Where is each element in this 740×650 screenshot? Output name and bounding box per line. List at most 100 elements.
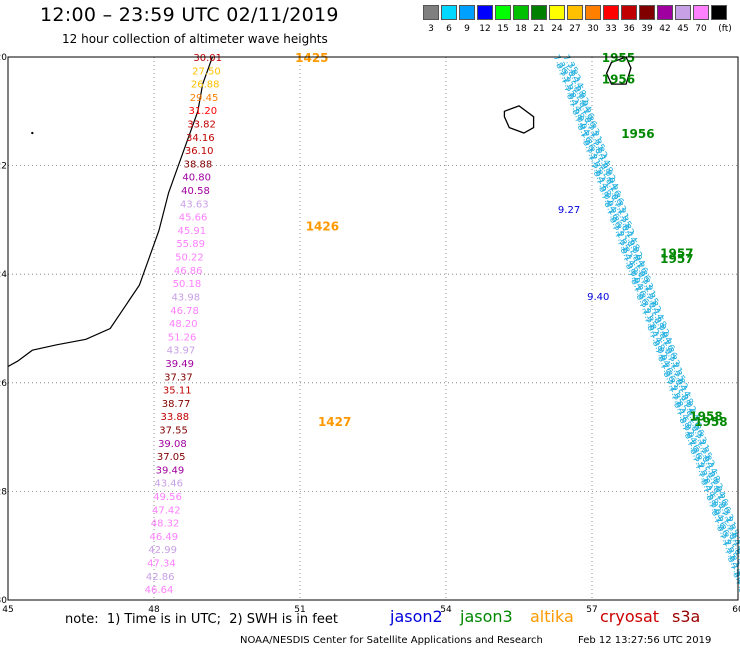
jason3-time-label: 1958 <box>689 409 722 423</box>
altika-swh-value: 43.97 <box>167 346 196 357</box>
altika-swh-value: 39.49 <box>165 359 194 370</box>
satellite-label-altika: altika <box>530 607 574 626</box>
altika-swh-value: 40.80 <box>182 173 211 184</box>
coastline <box>7 56 632 368</box>
altika-swh-value: 46.86 <box>174 266 203 277</box>
legend-label: 12 <box>479 24 491 34</box>
y-tick-label: -24 <box>0 270 7 280</box>
jason3-swh-value: 8.02 <box>730 570 740 592</box>
jason3-highlight-value: 9.27 <box>558 205 580 216</box>
altika-swh-value: 39.49 <box>156 465 185 476</box>
jason3-time-label: 1956 <box>602 73 635 87</box>
altika-time-label: 1426 <box>306 219 339 233</box>
altika-swh-value: 35.11 <box>163 386 192 397</box>
y-tick-label: -26 <box>0 379 7 389</box>
y-tick-label: -30 <box>0 596 7 606</box>
altika-swh-value: 40.58 <box>181 186 210 197</box>
altika-swh-value: 48.20 <box>169 319 198 330</box>
legend-swatch <box>711 5 727 20</box>
footer-note: note: 1) Time is in UTC; 2) SWH is in fe… <box>65 612 338 627</box>
altika-swh-value: 50.18 <box>173 279 202 290</box>
legend-swatch <box>477 5 493 20</box>
altika-swh-value: 29.45 <box>190 93 219 104</box>
altika-swh-value: 39.08 <box>158 439 187 450</box>
legend-label: 15 <box>497 24 509 34</box>
x-tick-label: 48 <box>148 605 160 615</box>
legend-swatch <box>585 5 601 20</box>
jason3-time-label: 1957 <box>660 246 693 260</box>
page-subtitle: 12 hour collection of altimeter wave hei… <box>62 32 328 46</box>
legend-label: 24 <box>551 24 563 34</box>
legend-swatch <box>639 5 655 20</box>
legend-swatch <box>531 5 547 20</box>
legend-swatch <box>459 5 475 20</box>
jason3-swh-value: 8.02 <box>732 547 740 569</box>
legend-label: 45 <box>677 24 689 34</box>
altika-swh-value: 55.89 <box>176 239 205 250</box>
legend-label: 33 <box>605 24 617 34</box>
altika-swh-value: 49.56 <box>153 492 182 503</box>
jason3-swh-value: 7.58 <box>729 539 740 562</box>
altika-swh-value: 46.78 <box>170 306 199 317</box>
altika-swh-value: 45.66 <box>179 213 208 224</box>
y-tick-label: -22 <box>0 162 7 172</box>
altika-swh-value: 37.37 <box>164 372 193 383</box>
altika-swh-value: 48.32 <box>151 519 180 530</box>
satellite-label-jason3: jason3 <box>460 607 513 626</box>
altika-swh-value: 37.05 <box>157 452 186 463</box>
altika-swh-value: 33.82 <box>187 120 216 131</box>
altika-swh-value: 27.50 <box>192 66 221 77</box>
legend-label: 39 <box>641 24 653 34</box>
satellite-label-jason2: jason2 <box>390 607 443 626</box>
legend-label: 70 <box>695 24 707 34</box>
altika-swh-value: 45.91 <box>178 226 207 237</box>
altika-swh-value: 43.46 <box>154 479 183 490</box>
altika-swh-value: 42.99 <box>148 545 177 556</box>
altika-swh-value: 50.22 <box>175 253 204 264</box>
legend-label: 3 <box>428 24 434 34</box>
legend-swatch <box>657 5 673 20</box>
reunion-island <box>503 105 535 134</box>
altika-swh-value: 47.34 <box>147 559 176 570</box>
legend-label: 9 <box>464 24 470 34</box>
altika-swh-value: 42.86 <box>146 572 175 583</box>
jason3-time-label: 1957 <box>660 252 693 266</box>
altika-swh-value: 30.01 <box>193 53 222 64</box>
legend-swatch <box>693 5 709 20</box>
legend-swatch <box>675 5 691 20</box>
altika-swh-value: 38.77 <box>162 399 191 410</box>
altika-swh-value: 43.98 <box>171 292 200 303</box>
satellite-label-s3a: s3a <box>672 607 701 626</box>
altika-swh-value: 37.55 <box>159 425 188 436</box>
timestamp: Feb 12 13:27:56 UTC 2019 <box>578 635 712 646</box>
credit-line: NOAA/NESDIS Center for Satellite Applica… <box>240 635 543 646</box>
altika-swh-value: 47.42 <box>152 505 181 516</box>
altika-swh-value: 51.26 <box>168 332 197 343</box>
altika-swh-value: 26.88 <box>191 80 220 91</box>
x-tick-label: 57 <box>586 605 597 615</box>
y-tick-label: -28 <box>0 487 7 497</box>
legend-label: 36 <box>623 24 635 34</box>
legend-swatch <box>549 5 565 20</box>
altika-swh-value: 46.49 <box>150 532 179 543</box>
track-labels: 30.01 27.50 26.88 29.45 31.20 33.82 34.16 36.10… <box>145 51 728 596</box>
x-tick-label: 60 <box>732 605 740 615</box>
altika-swh-value: 38.88 <box>184 159 213 170</box>
altika-time-label: 1427 <box>318 415 351 429</box>
legend-label: 6 <box>446 24 452 34</box>
jason3-time-label: 1955 <box>602 51 635 65</box>
jason3-highlight-value: 9.40 <box>587 292 609 303</box>
legend-label: 18 <box>515 24 527 34</box>
legend-label: 42 <box>659 24 671 34</box>
satellite-label-cryosat: cryosat <box>600 607 660 626</box>
altika-time-label: 1425 <box>295 51 328 65</box>
altika-swh-value: 46.64 <box>145 585 174 596</box>
legend-swatch <box>621 5 637 20</box>
legend-unit: (ft) <box>718 24 732 34</box>
legend-label: 30 <box>587 24 599 34</box>
page-title: 12:00 – 23:59 UTC 02/11/2019 <box>40 4 339 26</box>
x-tick-label: 54 <box>440 605 452 615</box>
legend-label: 21 <box>533 24 545 34</box>
altika-swh-value: 33.88 <box>160 412 189 423</box>
